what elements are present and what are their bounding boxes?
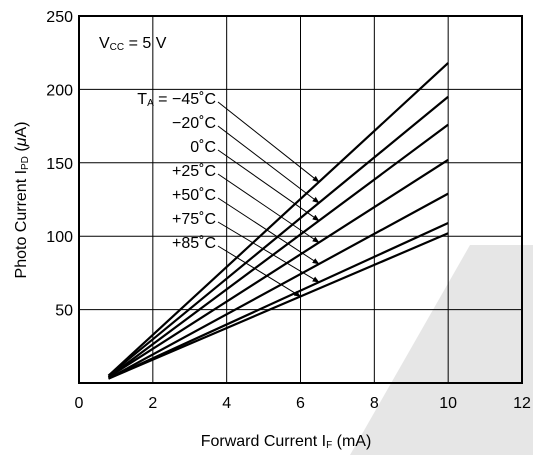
y-tick-labels: 50 100 150 200 250: [46, 9, 73, 320]
grid-lines: [79, 16, 522, 383]
x-tick-label: 6: [296, 395, 305, 412]
y-axis-title: Photo Current IPD (μA): [13, 122, 31, 279]
series-line-3: [107, 158, 449, 379]
series-pointer: [217, 245, 302, 297]
series-label: +75˚C: [172, 211, 216, 228]
series-pointer: [217, 221, 320, 283]
series-label: +25˚C: [172, 163, 216, 180]
x-tick-label: 12: [513, 395, 531, 412]
series-pointer: [217, 149, 320, 222]
y-tick-label: 100: [46, 229, 73, 246]
series-line-0: [107, 62, 449, 377]
series-line-6: [108, 232, 449, 380]
series-pointer: [217, 101, 320, 183]
y-tick-label: 200: [46, 82, 73, 99]
series-pointers: [217, 101, 320, 297]
series-line-1: [107, 95, 449, 377]
x-tick-label: 8: [370, 395, 379, 412]
x-tick-label: 2: [148, 395, 157, 412]
series-pointer: [217, 197, 320, 265]
y-tick-label: 250: [46, 9, 73, 26]
series-pointer: [217, 173, 320, 243]
series-labels: TA = −45˚C −20˚C 0˚C +25˚C +50˚C +75˚C +85˚C: [137, 91, 216, 252]
series-pointer: [217, 125, 320, 204]
series-lines: [107, 62, 449, 380]
series-label: TA = −45˚C: [137, 91, 216, 109]
series-line-2: [107, 123, 449, 379]
vcc-annotation: VCC = 5 V: [99, 35, 167, 53]
series-line-4: [108, 192, 449, 380]
x-tick-label: 10: [439, 395, 457, 412]
series-label: +50˚C: [172, 187, 216, 204]
series-label: −20˚C: [172, 115, 216, 132]
y-tick-label: 150: [46, 156, 73, 173]
series-label: +85˚C: [172, 235, 216, 252]
series-line-5: [108, 221, 449, 380]
x-tick-label: 4: [222, 395, 231, 412]
x-tick-label: 0: [75, 395, 84, 412]
x-tick-labels: 0 2 4 6 8 10 12: [75, 395, 531, 412]
y-tick-label: 50: [55, 303, 73, 320]
series-label: 0˚C: [190, 139, 216, 156]
x-axis-title: Forward Current IF (mA): [201, 433, 372, 451]
plot-frame: [78, 15, 523, 384]
watermark-shape: [350, 245, 533, 455]
